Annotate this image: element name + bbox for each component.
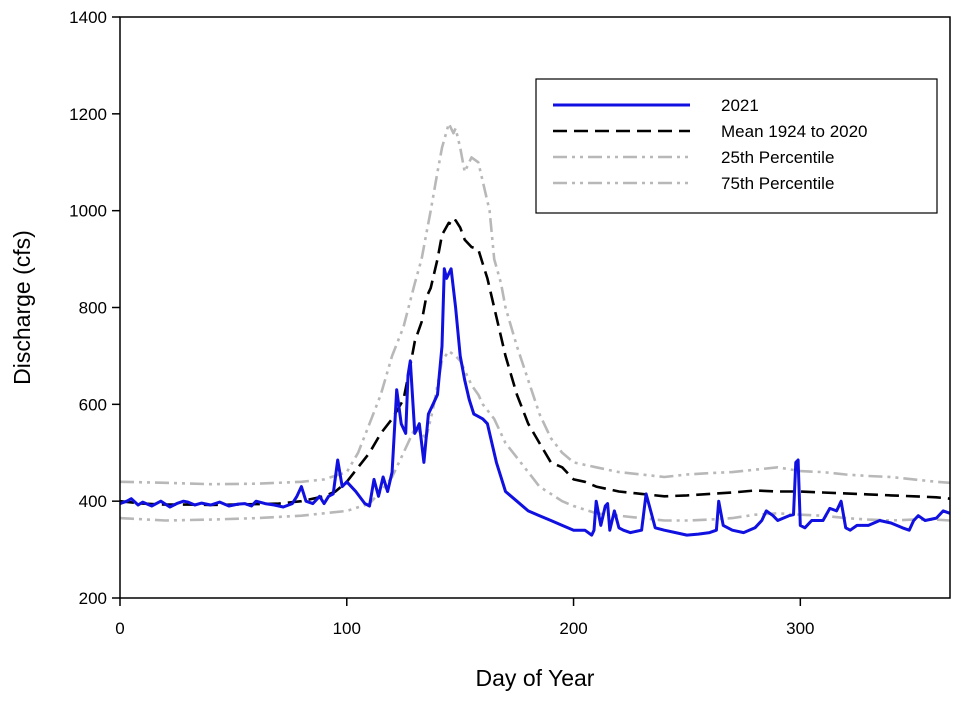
y-tick-label: 400 <box>79 492 107 511</box>
x-tick-label: 0 <box>115 619 124 638</box>
legend-label-1: Mean 1924 to 2020 <box>721 122 868 141</box>
plot-lines <box>119 122 951 537</box>
y-tick-label: 1000 <box>69 202 107 221</box>
legend-label-3: 75th Percentile <box>721 174 834 193</box>
y-tick-label: 800 <box>79 299 107 318</box>
y-tick-label: 1200 <box>69 105 107 124</box>
series-line-1 <box>119 219 951 507</box>
y-tick-label: 200 <box>79 589 107 608</box>
axes: 200 400 600 800 1000 1200 1400 0 100 200 300 <box>69 8 814 638</box>
x-axis-title: Day of Year <box>476 665 595 691</box>
legend: 2021 Mean 1924 to 2020 25th Percentile 75th… <box>535 78 938 214</box>
x-tick-label: 100 <box>333 619 361 638</box>
y-axis-title: Discharge (cfs) <box>9 230 35 385</box>
x-tick-label: 300 <box>786 619 814 638</box>
series-line-0 <box>119 267 951 537</box>
series-line-3 <box>119 122 951 486</box>
legend-label-2: 25th Percentile <box>721 148 834 167</box>
y-tick-label: 600 <box>79 395 107 414</box>
y-tick-label: 1400 <box>69 8 107 27</box>
legend-box <box>535 78 938 214</box>
series-line-2 <box>119 349 951 522</box>
legend-label-0: 2021 <box>721 96 759 115</box>
x-tick-label: 200 <box>559 619 587 638</box>
